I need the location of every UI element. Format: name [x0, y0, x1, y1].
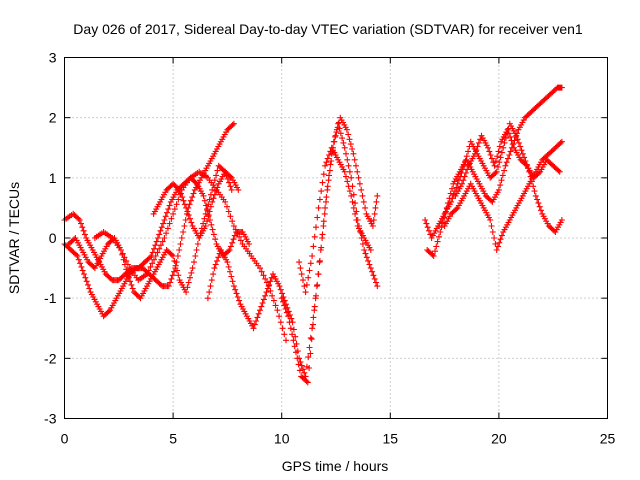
data-point-markers	[441, 138, 565, 253]
data-point-markers	[424, 84, 565, 259]
data-point-markers	[278, 114, 381, 386]
data-point-markers	[422, 120, 565, 241]
data-series	[424, 84, 565, 259]
y-tick-label: 2	[49, 110, 57, 126]
chart-title: Day 026 of 2017, Sidereal Day-to-day VTE…	[73, 21, 583, 37]
x-tick-label: 25	[600, 431, 616, 447]
y-tick-label: -2	[44, 350, 57, 366]
x-tick-label: 0	[61, 431, 69, 447]
data-point-markers	[65, 162, 235, 302]
data-marks	[61, 84, 565, 386]
data-series	[441, 138, 565, 253]
plot-frame	[64, 57, 608, 419]
y-tick-label: 0	[49, 230, 57, 246]
y-tick-label: 3	[49, 50, 57, 66]
data-series	[65, 162, 235, 302]
x-tick-label: 5	[169, 431, 177, 447]
x-tick-label: 20	[491, 431, 507, 447]
y-tick-label: -1	[44, 290, 57, 306]
data-series	[452, 126, 563, 199]
data-point-markers	[91, 168, 289, 344]
data-series	[278, 114, 381, 386]
x-axis-label: GPS time / hours	[282, 458, 389, 474]
y-axis-label: SDTVAR / TECUs	[6, 182, 22, 294]
data-point-markers	[452, 126, 563, 199]
x-tick-label: 10	[274, 431, 290, 447]
axis-ticks: 0 5 10 15 20 25 -3 -2 -1 0 1 2 3	[44, 50, 615, 447]
data-series	[150, 168, 242, 241]
data-series	[296, 144, 374, 296]
x-tick-label: 15	[383, 431, 399, 447]
data-series	[91, 168, 289, 344]
data-series	[422, 120, 565, 241]
y-tick-label: -3	[44, 411, 57, 427]
data-point-markers	[150, 168, 242, 241]
data-point-markers	[296, 144, 374, 296]
grid-lines	[64, 57, 608, 419]
y-tick-label: 1	[49, 170, 57, 186]
